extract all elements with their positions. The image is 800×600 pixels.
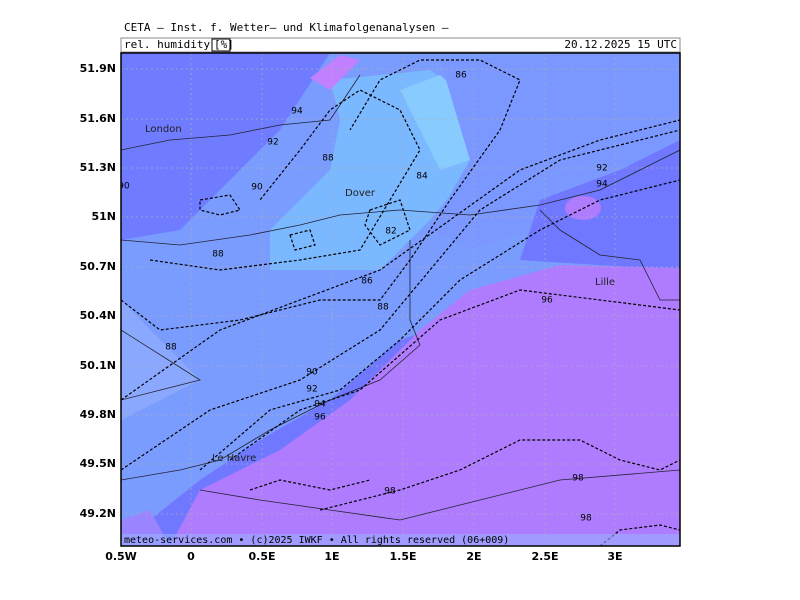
contour-label: 98 <box>580 514 592 524</box>
contour-label: 92 <box>267 138 278 148</box>
lat-label: 51.6N <box>80 112 116 125</box>
map-frame <box>120 52 681 547</box>
valid-time: 20.12.2025 15 UTC <box>564 38 677 51</box>
contour-label: 86 <box>455 71 467 81</box>
contour-label: 94 <box>314 400 326 410</box>
source-title: CETA — Inst. f. Wetter— und Klimafolgena… <box>124 21 449 34</box>
contour-label: 88 <box>377 303 389 313</box>
contour-label: 88 <box>165 343 177 353</box>
lon-label: 0.5E <box>248 550 275 563</box>
contour-label: 92 <box>596 164 607 174</box>
contour-label: 96 <box>541 296 553 306</box>
lat-label: 49.8N <box>80 408 116 421</box>
unit: [%] <box>214 38 234 51</box>
footer: meteo-services.com • (c)2025 IWKF • All … <box>124 535 509 546</box>
lat-label: 49.5N <box>80 457 116 470</box>
lat-label: 49.2N <box>80 507 116 520</box>
contour-label: 96 <box>314 413 326 423</box>
parameter: rel. humidity <box>124 38 210 51</box>
contour-label: 86 <box>361 277 373 287</box>
contour-label: 90 <box>118 182 130 192</box>
contour-label: 92 <box>306 385 317 395</box>
lon-label: 0 <box>187 550 195 563</box>
lat-label: 51.3N <box>80 161 116 174</box>
unit-box <box>211 38 231 52</box>
map: London Dover Le Havre Lille 86 94 92 88 84 90… <box>118 53 680 546</box>
place-label: Le Havre <box>212 453 256 464</box>
contour-label: 94 <box>291 107 303 117</box>
lat-label: 51.9N <box>80 62 116 75</box>
lat-label: 50.7N <box>80 260 116 273</box>
lon-label: 2E <box>466 550 481 563</box>
contour-label: 90 <box>251 183 263 193</box>
place-label: London <box>145 124 182 135</box>
contour-label: 98 <box>384 487 396 497</box>
contour-label: 98 <box>572 474 584 484</box>
lon-label: 1E <box>324 550 339 563</box>
contours <box>121 59 680 546</box>
place-label: Dover <box>345 188 376 199</box>
grid <box>121 53 680 546</box>
contour-label: 82 <box>385 227 396 237</box>
lon-label: 3E <box>607 550 622 563</box>
map-labels: London Dover Le Havre Lille 86 94 92 88 84 90… <box>118 71 615 524</box>
contour-label: 88 <box>212 250 224 260</box>
contour-label: 94 <box>596 180 608 190</box>
lon-label: 2.5E <box>531 550 558 563</box>
contour-label: 90 <box>306 368 318 378</box>
lon-label: 1.5E <box>389 550 416 563</box>
lat-label: 51N <box>91 210 116 223</box>
contour-label: 88 <box>322 154 334 164</box>
lat-label: 50.4N <box>80 309 116 322</box>
info-bar <box>120 37 681 53</box>
contour-label: 84 <box>416 172 428 182</box>
lat-label: 50.1N <box>80 359 116 372</box>
lon-label: 0.5W <box>105 550 137 563</box>
place-label: Lille <box>595 277 615 288</box>
